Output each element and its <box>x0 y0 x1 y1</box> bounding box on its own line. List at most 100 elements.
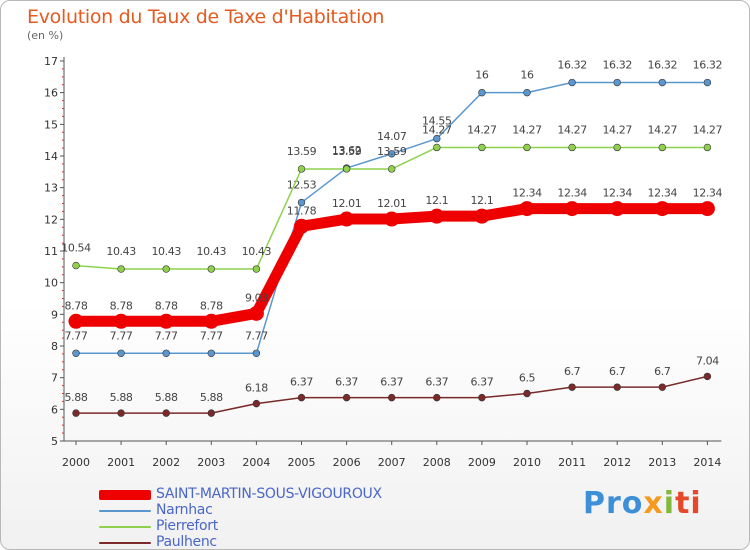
data-label: 6.37 <box>290 376 313 389</box>
data-point <box>252 349 261 357</box>
legend-label: Pierrefort <box>156 518 218 534</box>
data-point <box>342 393 351 402</box>
data-point <box>478 393 486 402</box>
data-label: 14.27 <box>648 123 678 136</box>
data-point <box>252 265 261 273</box>
data-point <box>207 349 216 357</box>
data-point <box>433 134 441 143</box>
data-label: 11.78 <box>287 204 317 217</box>
legend-label: SAINT-MARTIN-SOUS-VIGOUROUX <box>156 486 382 502</box>
x-tick-label: 2000 <box>62 456 90 469</box>
data-point <box>297 165 306 173</box>
data-label: 12.53 <box>287 179 317 192</box>
data-point <box>207 265 216 273</box>
data-point <box>252 399 261 408</box>
brand-logo: Proxiti <box>583 486 702 521</box>
data-label: 16 <box>520 69 534 82</box>
data-point <box>72 349 80 357</box>
x-tick-label: 2002 <box>152 456 180 469</box>
chart-unit: (en %) <box>27 29 64 42</box>
data-label: 14.55 <box>422 115 452 128</box>
data-label: 8.78 <box>110 299 133 312</box>
data-label: 6.18 <box>245 382 268 395</box>
data-point <box>564 201 580 217</box>
data-point <box>478 143 486 152</box>
chart-title: Evolution du Taux de Taxe d'Habitation <box>27 6 385 28</box>
data-label: 16.32 <box>693 59 723 72</box>
y-tick-label: 8 <box>51 340 58 353</box>
x-tick-label: 2012 <box>603 456 631 469</box>
data-label: 6.5 <box>519 372 536 385</box>
data-label: 7.04 <box>696 354 719 367</box>
data-label: 12.34 <box>512 187 542 200</box>
y-tick-label: 9 <box>51 308 58 321</box>
data-label: 8.78 <box>65 299 88 312</box>
brand-part: x <box>643 486 664 521</box>
y-tick-label: 10 <box>44 277 58 290</box>
data-label: 14.27 <box>602 123 632 136</box>
data-point <box>658 143 666 152</box>
data-label: 12.34 <box>602 187 632 200</box>
data-label: 6.7 <box>654 365 671 378</box>
y-tick-label: 14 <box>44 150 58 163</box>
data-label: 7.77 <box>245 329 268 342</box>
x-tick-label: 2005 <box>288 456 316 469</box>
y-tick-label: 12 <box>44 213 58 226</box>
data-label: 10.54 <box>61 242 91 255</box>
x-tick-label: 2001 <box>107 456 135 469</box>
data-label: 16.32 <box>557 59 587 72</box>
data-point <box>613 383 621 391</box>
data-label: 6.37 <box>335 376 358 389</box>
data-label: 9.03 <box>245 291 268 304</box>
x-tick-label: 2009 <box>468 456 496 469</box>
data-label: 14.27 <box>422 123 452 136</box>
legend-swatch <box>99 542 151 544</box>
data-label: 13.62 <box>332 144 362 157</box>
data-point <box>297 393 306 402</box>
x-tick-label: 2006 <box>333 456 361 469</box>
data-point <box>609 201 625 217</box>
data-label: 7.77 <box>110 329 133 342</box>
data-point <box>703 143 712 152</box>
data-label: 5.88 <box>110 391 133 404</box>
data-point <box>162 265 170 273</box>
data-label: 12.34 <box>557 187 587 200</box>
data-label: 16.32 <box>648 59 678 72</box>
legend-swatch <box>99 526 151 528</box>
brand-part: Pro <box>583 486 644 521</box>
data-point <box>613 143 621 152</box>
data-label: 14.27 <box>693 123 723 136</box>
data-point <box>474 208 490 224</box>
y-tick-label: 11 <box>44 245 58 258</box>
data-label: 13.59 <box>377 145 407 158</box>
data-label: 5.88 <box>65 391 88 404</box>
data-label: 10.43 <box>197 245 227 258</box>
data-label: 6.37 <box>470 376 493 389</box>
data-point <box>72 261 80 270</box>
data-point <box>248 305 264 321</box>
data-label: 14.27 <box>557 123 587 136</box>
data-point <box>162 349 170 357</box>
data-point <box>207 409 216 417</box>
y-tick-label: 17 <box>44 55 58 68</box>
legend-swatch <box>99 510 151 512</box>
data-point <box>384 211 400 227</box>
data-point <box>654 201 670 217</box>
x-tick-label: 2011 <box>558 456 586 469</box>
legend-swatch <box>99 490 151 500</box>
y-tick-label: 6 <box>51 403 58 416</box>
data-point <box>658 383 666 391</box>
legend-label: Paulhenc <box>156 534 217 550</box>
data-point <box>294 218 309 234</box>
data-point <box>703 78 712 87</box>
data-label: 6.7 <box>609 365 626 378</box>
data-label: 10.43 <box>151 245 181 258</box>
x-tick-label: 2007 <box>378 456 406 469</box>
legend-label: Narnhac <box>156 502 213 518</box>
data-label: 7.77 <box>200 329 223 342</box>
data-point <box>117 349 125 357</box>
data-point <box>117 265 125 273</box>
data-point <box>699 201 715 217</box>
